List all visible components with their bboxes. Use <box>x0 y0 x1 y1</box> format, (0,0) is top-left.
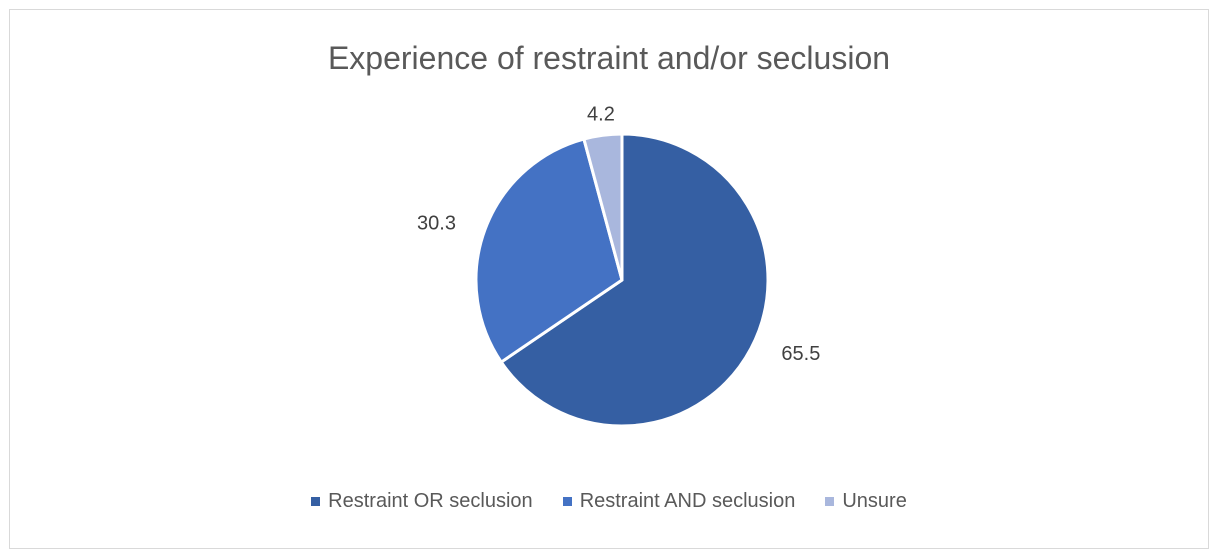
data-label: 4.2 <box>587 104 615 126</box>
chart-title: Experience of restraint and/or seclusion <box>327 40 891 76</box>
legend-item-restraint-or-seclusion: Restraint OR seclusion <box>311 490 533 513</box>
slice-unsure <box>582 132 624 282</box>
legend-item-unsure: Unsure <box>825 490 907 513</box>
legend-swatch <box>311 497 321 506</box>
legend-swatch <box>825 497 835 506</box>
legend: Restraint OR seclusion Restraint AND sec… <box>0 490 1218 513</box>
data-label: 65.5 <box>781 343 820 365</box>
legend-swatch <box>562 497 572 506</box>
legend-label: Restraint OR seclusion <box>328 490 533 512</box>
pie-slices <box>474 132 770 428</box>
slice-restraint-or-seclusion <box>499 132 770 428</box>
slice-restraint-and-seclusion <box>474 137 624 364</box>
pie-data-labels: 65.5 30.3 4.2 <box>417 104 820 365</box>
pie-chart: 65.5 30.3 4.2 <box>417 104 820 428</box>
legend-label: Unsure <box>842 490 907 512</box>
legend-item-restraint-and-seclusion: Restraint AND seclusion <box>562 490 796 513</box>
data-label: 30.3 <box>417 213 456 235</box>
legend-label: Restraint AND seclusion <box>579 490 796 512</box>
